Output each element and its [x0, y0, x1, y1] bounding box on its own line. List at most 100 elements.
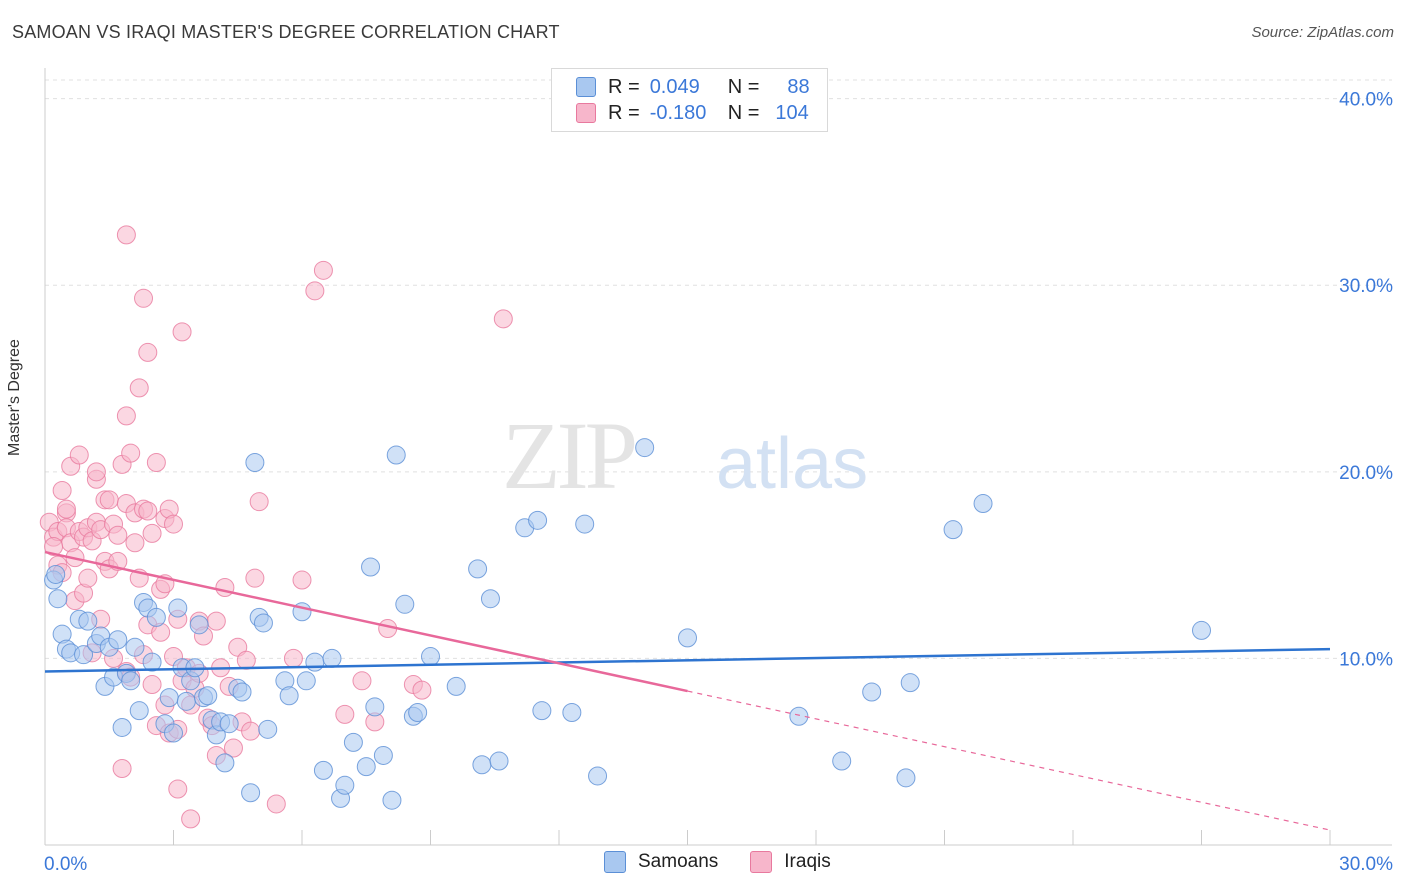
samoan-point: [1192, 620, 1211, 640]
samoan-point: [635, 438, 655, 458]
samoan-point: [468, 559, 488, 579]
trend-lines: [44, 550, 1331, 831]
samoan-point: [245, 453, 265, 472]
iraqi-point: [129, 378, 149, 398]
x-tick-label-max: 30.0%: [1339, 854, 1393, 875]
iraqi-point: [223, 738, 243, 758]
samoan-point: [142, 652, 162, 672]
legend-row-iraqis: R = -0.180 N = 104: [576, 100, 809, 126]
samoan-point: [386, 445, 406, 465]
samoan-point: [480, 589, 500, 609]
iraqi-point: [249, 492, 269, 512]
samoan-point: [408, 703, 428, 723]
samoan-point: [575, 514, 595, 534]
samoan-point: [258, 719, 278, 739]
iraqis-trend-extension: [687, 690, 1331, 831]
samoan-point: [241, 783, 261, 803]
samoan-point: [176, 691, 196, 711]
source-credit: Source: ZipAtlas.com: [1251, 24, 1394, 41]
samoan-point: [862, 682, 882, 702]
samoan-point: [164, 723, 183, 743]
legend-row-samoans: R = 0.049 N = 88: [576, 74, 810, 100]
samoan-point: [146, 607, 166, 627]
r-label: R =: [608, 101, 640, 124]
samoan-point: [322, 648, 342, 668]
samoan-point: [48, 589, 68, 609]
samoan-point: [108, 630, 128, 650]
iraqi-point: [168, 779, 188, 799]
samoan-point: [198, 686, 218, 706]
y-tick-label: 10.0%: [1339, 649, 1393, 670]
iraqi-point: [292, 570, 312, 590]
samoan-point: [789, 706, 809, 726]
samoan-point: [125, 637, 145, 657]
samoan-point: [121, 671, 141, 691]
series-legend: Samoans Iraqis: [604, 851, 863, 873]
samoan-point: [361, 557, 381, 577]
samoan-point: [528, 510, 548, 530]
iraqi-point: [56, 499, 76, 519]
grid: [45, 79, 1392, 659]
iraqi-point: [206, 611, 226, 631]
iraqi-point: [335, 704, 355, 724]
r-value: -0.180: [649, 101, 707, 124]
tick-labels: 10.0% 20.0% 30.0% 40.0% 0.0% 30.0%: [44, 90, 1393, 875]
iraqi-point: [352, 671, 372, 691]
samoans-swatch: [576, 77, 596, 97]
samoan-point: [446, 676, 466, 696]
watermark-atlas: atlas: [716, 424, 868, 504]
iraqi-point: [44, 536, 64, 556]
iraqi-point: [121, 443, 141, 463]
iraqi-point: [236, 650, 256, 670]
iraqis-swatch: [750, 851, 773, 873]
samoan-point: [973, 494, 993, 514]
legend-item-iraqis: Iraqis: [750, 851, 831, 873]
samoan-point: [219, 714, 239, 734]
samoan-point: [421, 647, 440, 667]
iraqi-point: [142, 675, 162, 695]
iraqi-point: [52, 480, 72, 500]
legend-label-iraqis: Iraqis: [784, 851, 831, 872]
samoan-point: [395, 594, 415, 614]
legend-item-samoans: Samoans: [604, 851, 718, 873]
y-tick-label: 20.0%: [1339, 463, 1393, 484]
x-tick-label-min: 0.0%: [44, 854, 87, 875]
samoan-point: [253, 613, 273, 633]
samoan-point: [313, 760, 333, 780]
n-label: N =: [727, 101, 760, 124]
iraqi-point: [215, 578, 235, 598]
samoan-point: [365, 697, 385, 717]
iraqi-point: [146, 453, 166, 472]
iraqi-point: [266, 794, 286, 814]
samoans-swatch: [604, 851, 626, 873]
samoans-trend-line: [44, 647, 1331, 673]
r-value: 0.049: [649, 75, 700, 98]
iraqi-point: [108, 525, 128, 545]
y-tick-label: 40.0%: [1339, 90, 1393, 111]
legend-label-samoans: Samoans: [638, 851, 719, 872]
iraqis-trend-line: [44, 550, 688, 693]
y-tick-label: 30.0%: [1339, 276, 1393, 297]
samoan-point: [232, 682, 252, 702]
samoan-point: [900, 673, 920, 693]
samoan-point: [382, 790, 402, 810]
samoan-point: [562, 703, 582, 723]
samoan-point: [832, 751, 852, 771]
iraqi-point: [241, 721, 261, 741]
iraqi-point: [305, 281, 325, 301]
watermark: ZIP atlas: [502, 402, 868, 509]
iraqi-point: [99, 490, 119, 510]
iraqi-point: [493, 309, 513, 329]
samoan-point: [373, 745, 393, 765]
samoan-point: [159, 688, 179, 708]
samoan-point: [356, 757, 376, 777]
samoan-point: [678, 628, 697, 648]
iraqi-point: [313, 260, 333, 280]
correlation-legend: R = 0.049 N = 88 R = -0.180 N = 104: [551, 68, 828, 132]
samoans-points: [44, 438, 1211, 810]
iraqi-point: [116, 225, 136, 245]
samoan-point: [489, 751, 509, 771]
samoan-point: [78, 611, 98, 631]
samoan-point: [472, 755, 492, 775]
